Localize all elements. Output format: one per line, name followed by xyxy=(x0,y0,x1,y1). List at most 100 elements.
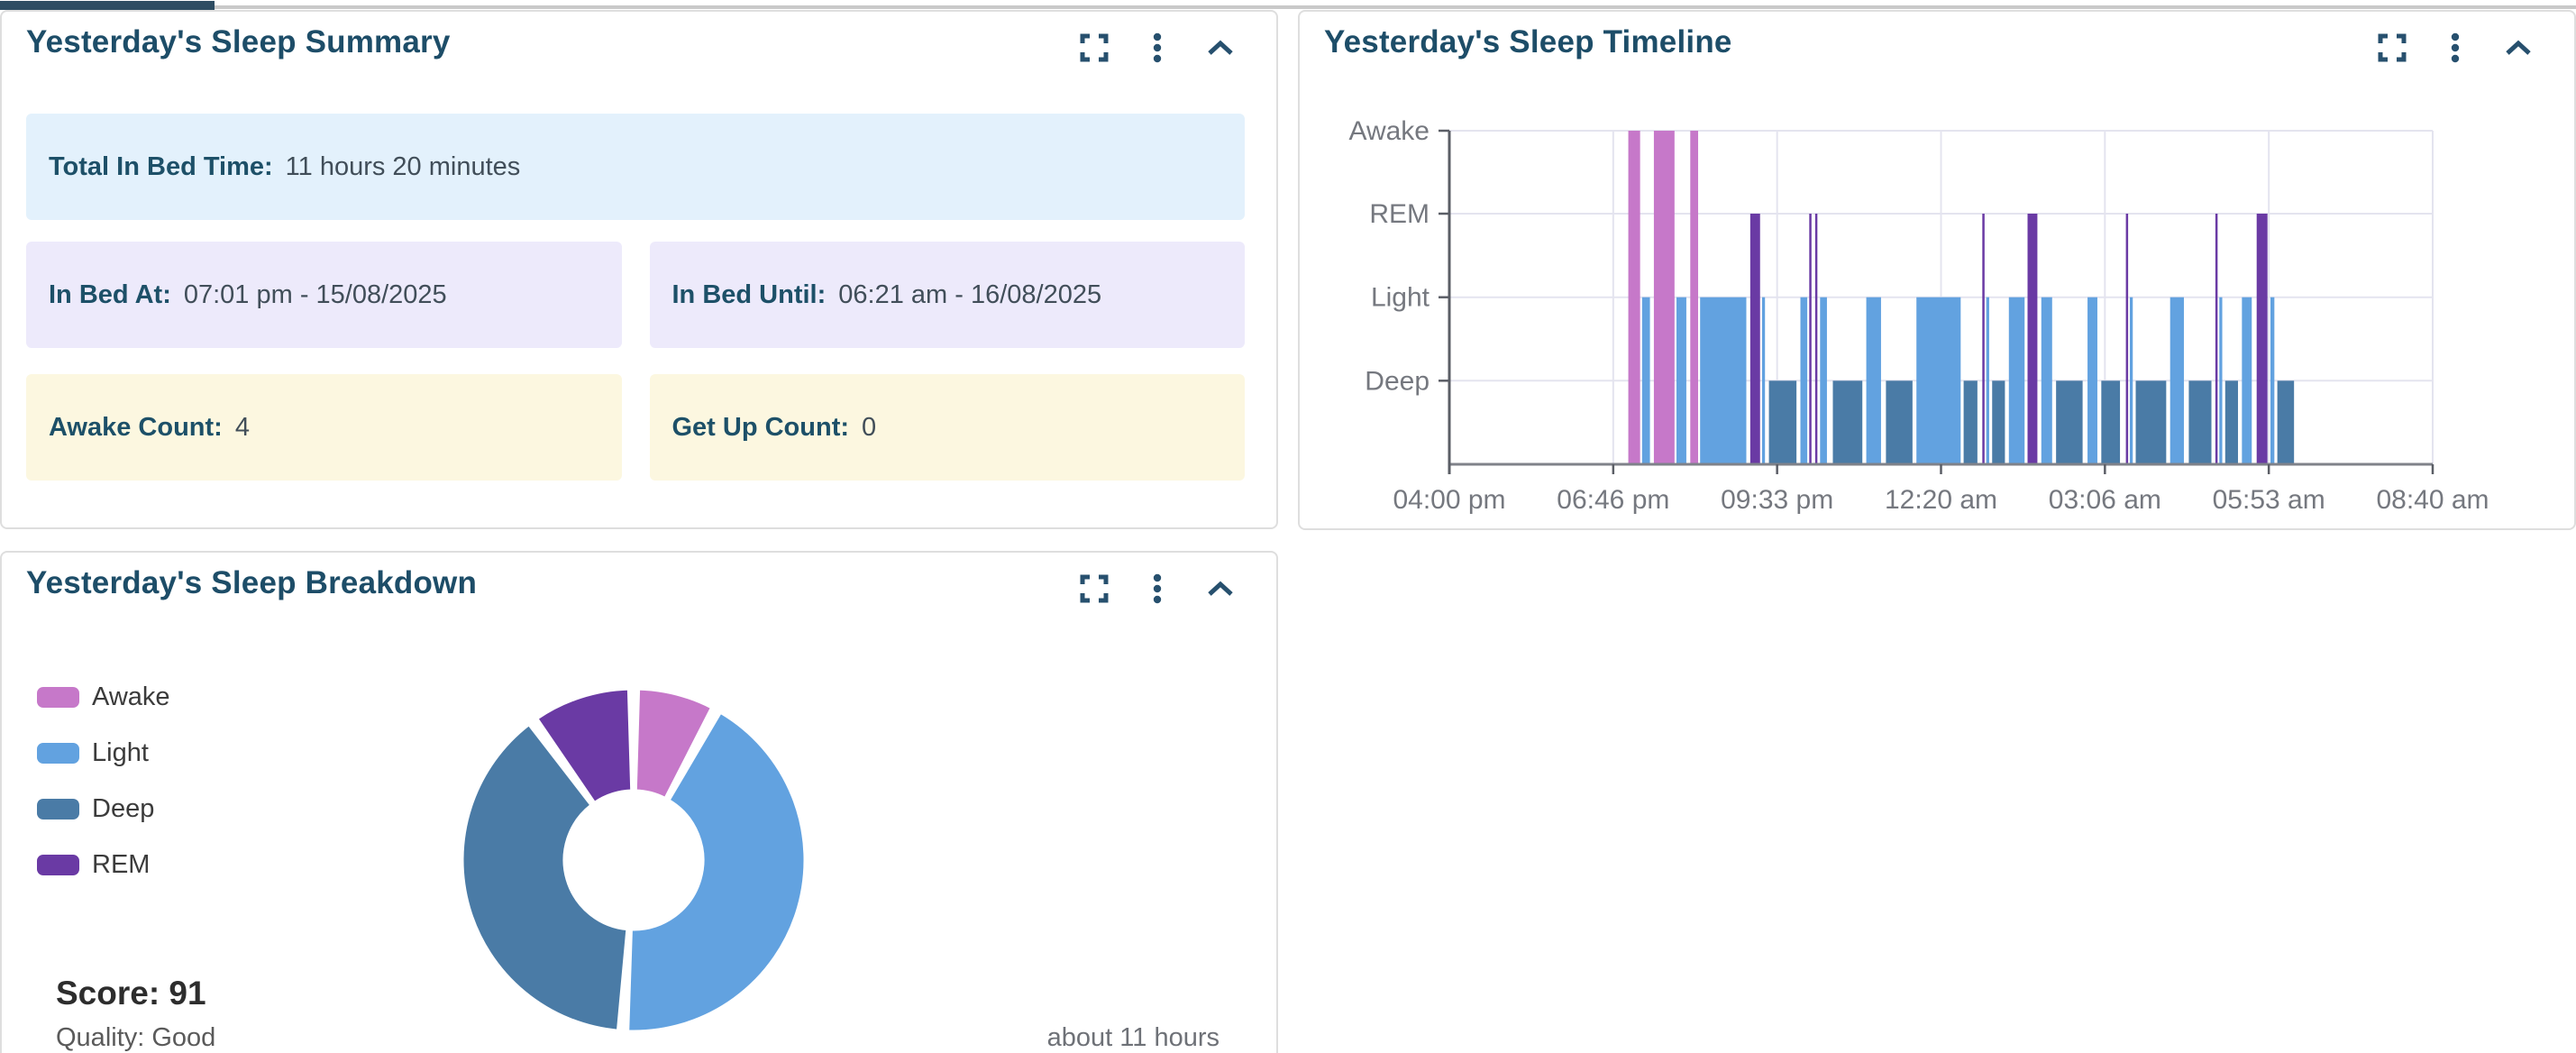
summary-stat-row-3: Awake Count: 4 Get Up Count: 0 xyxy=(26,374,1245,481)
x-axis-tick-label: 03:06 am xyxy=(2049,485,2161,515)
kebab-menu-icon[interactable] xyxy=(1143,32,1172,63)
legend-label: Deep xyxy=(92,794,155,823)
collapse-chevron-up-icon[interactable] xyxy=(1206,33,1235,62)
stat-value: 4 xyxy=(234,412,250,442)
expand-fullscreen-icon[interactable] xyxy=(1080,574,1109,603)
stat-get-up-count: Get Up Count: 0 xyxy=(649,374,1245,481)
collapse-chevron-up-icon[interactable] xyxy=(1206,574,1235,603)
timeline-bar-deep xyxy=(2101,380,2121,464)
legend-swatch-awake xyxy=(37,687,79,708)
sleep-timeline-title: Yesterday's Sleep Timeline xyxy=(1324,24,1732,60)
donut-slice-deep xyxy=(461,723,629,1032)
timeline-bar-light xyxy=(1916,297,1961,464)
stat-label: Get Up Count: xyxy=(671,412,850,442)
stat-value: 06:21 am - 16/08/2025 xyxy=(838,279,1102,309)
sleep-timeline-card: Yesterday's Sleep Timeline xyxy=(1298,10,2576,530)
timeline-bar-light xyxy=(1800,297,1808,464)
legend-swatch-light xyxy=(37,743,79,764)
expand-fullscreen-icon[interactable] xyxy=(2378,33,2407,62)
donut-slice-awake xyxy=(634,687,714,800)
summary-stat-row-1: Total In Bed Time: 11 hours 20 minutes xyxy=(26,114,1245,220)
sleep-quality: Quality: Good xyxy=(56,1023,216,1052)
timeline-bar-light xyxy=(2041,297,2052,464)
timeline-bar-light xyxy=(2170,297,2184,464)
timeline-bar-rem xyxy=(2256,214,2268,464)
stat-label: Awake Count: xyxy=(49,412,223,442)
donut-slice-light xyxy=(626,710,807,1033)
timeline-bar-awake xyxy=(1628,131,1640,464)
card-header: Yesterday's Sleep Breakdown xyxy=(2,553,1276,625)
timeline-bar-rem xyxy=(1814,214,1818,464)
timeline-bar-light xyxy=(1676,297,1686,464)
sleep-summary-card: Yesterday's Sleep Summary xyxy=(0,10,1278,529)
sleep-breakdown-card: Yesterday's Sleep Breakdown xyxy=(0,551,1278,1053)
timeline-bar-light xyxy=(1761,297,1766,464)
timeline-bar-light xyxy=(1820,297,1827,464)
timeline-bar-deep xyxy=(1886,380,1913,464)
card-actions xyxy=(1080,573,1235,604)
timeline-bar-light xyxy=(1641,297,1650,464)
timeline-bar-deep xyxy=(2135,380,2167,464)
legend-item-awake[interactable]: Awake xyxy=(37,682,170,712)
kebab-menu-icon[interactable] xyxy=(1143,573,1172,604)
sleep-duration: about 11 hours xyxy=(1046,1023,1219,1052)
timeline-bar-deep xyxy=(1832,380,1863,464)
stat-value: 0 xyxy=(862,412,877,442)
stat-total-in-bed-time: Total In Bed Time: 11 hours 20 minutes xyxy=(26,114,1245,220)
horizontal-scrollbar-thumb[interactable] xyxy=(0,1,215,10)
donut-slice-rem xyxy=(535,687,634,804)
timeline-bar-deep xyxy=(2056,380,2083,464)
timeline-bar-rem xyxy=(1809,214,1812,464)
legend-swatch-deep xyxy=(37,799,79,820)
legend-item-light[interactable]: Light xyxy=(37,738,170,768)
kebab-menu-icon[interactable] xyxy=(2441,32,2470,63)
collapse-chevron-up-icon[interactable] xyxy=(2504,33,2533,62)
stat-label: In Bed Until: xyxy=(671,279,827,309)
y-axis-tick-label: Awake xyxy=(1348,116,1430,146)
timeline-bar-light xyxy=(2129,297,2133,464)
legend-item-rem[interactable]: REM xyxy=(37,850,170,880)
stat-awake-count: Awake Count: 4 xyxy=(26,374,622,481)
timeline-bar-light xyxy=(1866,297,1881,464)
sleep-score: Score: 91 xyxy=(56,975,206,1012)
x-axis-tick-label: 12:20 am xyxy=(1885,485,1997,515)
card-header: Yesterday's Sleep Summary xyxy=(2,12,1276,84)
legend-label: Light xyxy=(92,738,149,767)
legend-label: REM xyxy=(92,850,151,879)
stat-label: Total In Bed Time: xyxy=(49,151,273,181)
horizontal-scrollbar-track[interactable] xyxy=(0,5,2576,9)
timeline-bar-rem xyxy=(2215,214,2218,464)
sleep-timeline-chart: 04:00 pm 06:46 pm 09:33 pm 12:20 am 03:06 am… xyxy=(1348,116,2489,515)
timeline-bar-deep xyxy=(1992,380,2005,464)
legend-label: Awake xyxy=(92,682,170,711)
timeline-bar-rem xyxy=(2027,214,2038,464)
stat-in-bed-until: In Bed Until: 06:21 am - 16/08/2025 xyxy=(649,242,1245,348)
sleep-summary-title: Yesterday's Sleep Summary xyxy=(26,24,451,60)
legend-swatch-rem xyxy=(37,855,79,875)
timeline-bar-light xyxy=(2270,297,2275,464)
x-axis-tick-label: 08:40 am xyxy=(2376,485,2489,515)
x-axis-tick-label: 04:00 pm xyxy=(1393,485,1505,515)
timeline-bar-light xyxy=(2242,297,2252,464)
timeline-bar-light xyxy=(2008,297,2025,464)
stat-value: 07:01 pm - 15/08/2025 xyxy=(183,279,447,309)
card-actions xyxy=(2378,32,2533,63)
y-axis-tick-label: Deep xyxy=(1365,366,1430,396)
timeline-bar-rem xyxy=(1749,214,1760,464)
expand-fullscreen-icon[interactable] xyxy=(1080,33,1109,62)
x-axis-tick-label: 05:53 am xyxy=(2213,485,2325,515)
y-axis-tick-label: Light xyxy=(1371,283,1430,313)
timeline-bar-rem xyxy=(1982,214,1985,464)
timeline-bar-deep xyxy=(1768,380,1797,464)
timeline-bar-light xyxy=(1700,297,1747,464)
timeline-bar-rem xyxy=(2125,214,2129,464)
y-axis-tick-label: REM xyxy=(1369,199,1430,229)
summary-stat-row-2: In Bed At: 07:01 pm - 15/08/2025 In Bed Un… xyxy=(26,242,1245,348)
timeline-bar-light xyxy=(1986,297,1989,464)
timeline-bar-deep xyxy=(2277,380,2295,464)
x-axis-tick-label: 09:33 pm xyxy=(1721,485,1833,515)
stat-label: In Bed At: xyxy=(49,279,171,309)
stat-value: 11 hours 20 minutes xyxy=(285,151,521,181)
timeline-bar-deep xyxy=(2188,380,2212,464)
legend-item-deep[interactable]: Deep xyxy=(37,794,170,824)
